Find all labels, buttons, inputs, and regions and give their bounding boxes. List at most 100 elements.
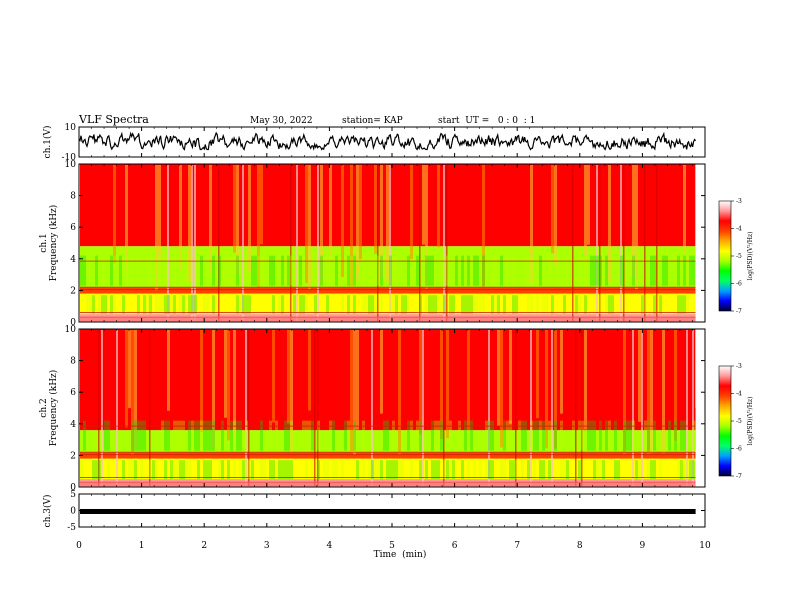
- spectral-speckle: [584, 295, 587, 315]
- spectral-speckle: [653, 460, 656, 480]
- spectral-speckle: [449, 460, 452, 480]
- spectral-speckle: [566, 460, 569, 480]
- spectral-speckle: [284, 420, 287, 451]
- spectral-speckle: [683, 295, 686, 315]
- spectral-speckle: [104, 295, 107, 315]
- spectral-speckle: [392, 295, 395, 315]
- spectral-streak: [398, 330, 401, 455]
- spectral-speckle: [326, 295, 329, 315]
- spectral-speckle: [212, 255, 215, 286]
- spectral-speckle: [584, 255, 587, 286]
- start-time-label: start UT = 0 : 0 : 1: [438, 116, 535, 126]
- y-axis-label-line: Frequency (kHz): [48, 205, 59, 282]
- spectral-speckle: [593, 255, 596, 286]
- spectral-speckle: [323, 460, 326, 480]
- colorbar-scale: [718, 200, 732, 312]
- spectral-speckle: [197, 420, 200, 451]
- y-axis-label: ch.2Frequency (kHz): [39, 370, 59, 447]
- ch3-y-tick-label: 5: [70, 490, 76, 500]
- spectral-speckle: [677, 255, 680, 286]
- spectral-speckle: [506, 420, 509, 451]
- spectral-speckle: [515, 460, 518, 480]
- spectral-speckle: [446, 255, 449, 286]
- spectral-streak: [683, 165, 686, 254]
- spectral-speckle: [566, 255, 569, 286]
- spectral-speckle: [197, 460, 200, 480]
- spectral-speckle: [521, 420, 524, 451]
- spectral-speckle: [122, 295, 125, 315]
- spectral-streak: [248, 330, 250, 486]
- spectral-speckle: [107, 420, 110, 451]
- spectral-speckle: [392, 420, 395, 451]
- spectral-speckle: [599, 255, 602, 286]
- spectral-speckle: [233, 255, 236, 286]
- spectral-speckle: [221, 460, 224, 480]
- spectral-streak: [389, 165, 391, 321]
- spectral-speckle: [677, 460, 680, 480]
- spectral-speckle: [437, 295, 440, 315]
- spectral-speckle: [218, 460, 221, 480]
- spectral-speckle: [485, 420, 488, 451]
- spectral-streak: [233, 330, 236, 437]
- spectral-streak: [419, 165, 421, 321]
- spectral-speckle: [245, 295, 248, 315]
- spectral-band: [80, 287, 696, 294]
- spectral-band: [80, 458, 696, 480]
- spectral-speckle: [491, 255, 494, 286]
- spectral-speckle: [173, 295, 176, 315]
- spectral-streak: [446, 330, 449, 439]
- spectral-speckle: [155, 295, 158, 315]
- spectral-speckle: [173, 460, 176, 480]
- spectral-speckle: [239, 420, 242, 451]
- ch1-spectrogram-panel: 0 2 4 6 8 10 ch.1Frequency (kHz): [39, 160, 706, 328]
- spectral-speckle: [692, 255, 695, 286]
- spectral-speckle: [389, 460, 392, 480]
- ch3-y-tick-label: 0: [70, 507, 76, 517]
- spectral-speckle: [407, 420, 410, 451]
- spectral-speckle: [515, 295, 518, 315]
- low-freq-strip: [80, 481, 696, 486]
- spectral-speckle: [581, 420, 584, 451]
- spectral-speckle: [683, 460, 686, 480]
- spectral-streak: [647, 330, 650, 454]
- ch1-spectrogram-y-tick-label: 0: [70, 318, 76, 328]
- spectral-speckle: [392, 255, 395, 286]
- spectral-speckle: [491, 420, 494, 451]
- spectral-streak: [584, 165, 587, 256]
- spectral-speckle: [593, 420, 596, 451]
- spectral-streak: [305, 165, 308, 284]
- spectral-speckle: [233, 420, 236, 451]
- spectral-streak: [596, 165, 598, 321]
- spectral-speckle: [290, 420, 293, 451]
- spectral-speckle: [353, 420, 356, 451]
- spectral-speckle: [164, 460, 167, 480]
- spectral-streak: [155, 165, 158, 291]
- spectral-speckle: [623, 420, 626, 451]
- spectral-speckle: [341, 460, 344, 480]
- spectral-speckle: [131, 460, 134, 480]
- spectral-streak: [575, 330, 577, 486]
- spectral-speckle: [302, 295, 305, 315]
- spectral-streak: [608, 165, 611, 283]
- spectral-speckle: [107, 460, 110, 480]
- spectral-speckle: [482, 255, 485, 286]
- spectral-speckle: [494, 255, 497, 286]
- spectral-speckle: [314, 295, 317, 315]
- spectral-streak: [200, 330, 203, 432]
- spectral-speckle: [203, 420, 206, 451]
- spectral-speckle: [179, 460, 182, 480]
- spectral-speckle: [134, 460, 137, 480]
- spectral-speckle: [578, 460, 581, 480]
- spectral-speckle: [371, 295, 374, 315]
- spectral-speckle: [410, 460, 413, 480]
- spectral-speckle: [80, 460, 83, 480]
- spectral-streak: [446, 165, 448, 321]
- spectral-speckle: [386, 460, 389, 480]
- spectral-speckle: [689, 460, 692, 480]
- spectral-streak: [674, 330, 677, 441]
- spectral-speckle: [326, 460, 329, 480]
- spectral-speckle: [662, 255, 665, 286]
- spectral-speckle: [533, 460, 536, 480]
- spectral-streak: [227, 330, 230, 441]
- spectral-speckle: [203, 460, 206, 480]
